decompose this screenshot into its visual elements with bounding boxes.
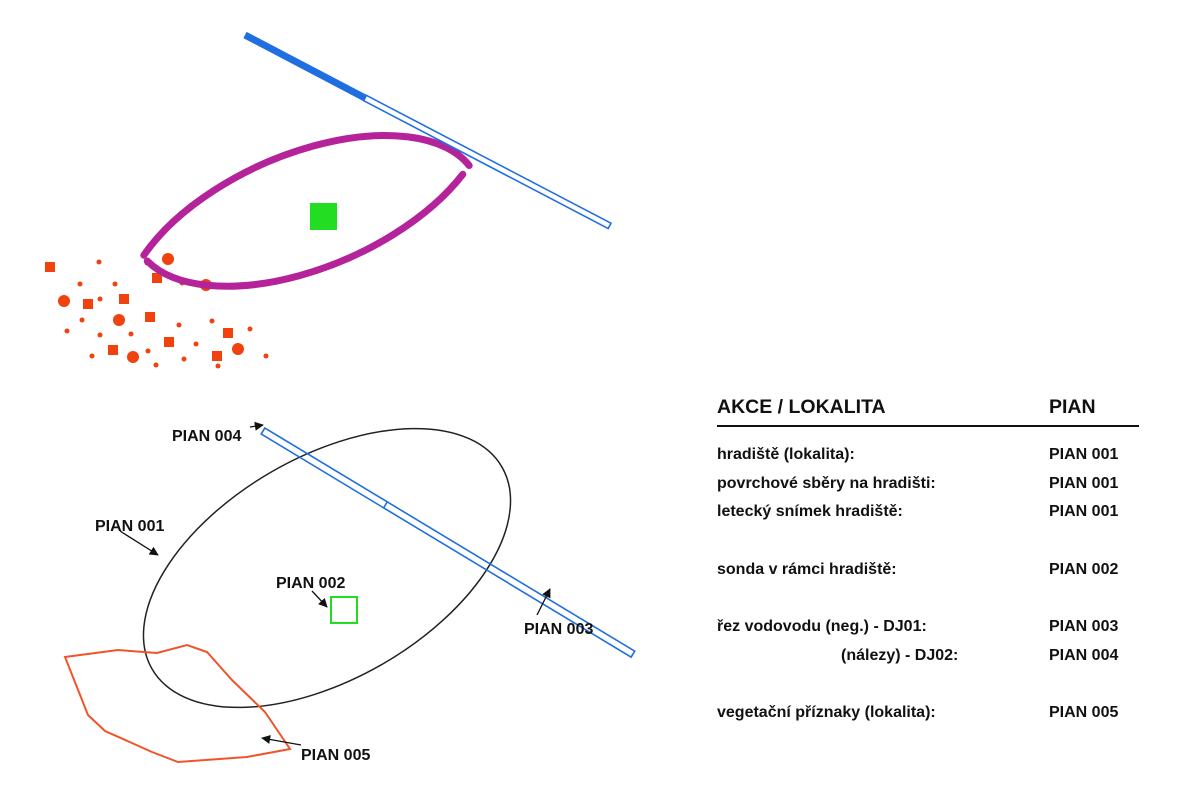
- fortress-arc-main: [140, 132, 473, 259]
- arrow-pian-002: [311, 590, 328, 608]
- legend-row: povrchové sběry na hradišti: PIAN 001: [717, 470, 1139, 499]
- legend-row-pian: PIAN 002: [1049, 560, 1119, 578]
- legend-row: řez vodovodu (neg.) - DJ01: PIAN 003: [717, 613, 1139, 642]
- label-pian-004: PIAN 004: [172, 428, 241, 445]
- find-dot: [89, 353, 95, 359]
- fortress-arc-lower: [143, 170, 467, 290]
- fortress-outline: [140, 132, 473, 290]
- arrow-pian-001: [119, 530, 159, 556]
- find-dot: [181, 356, 187, 362]
- find-dot: [96, 259, 102, 265]
- find-square: [119, 294, 129, 304]
- legend-row-pian: PIAN 003: [1049, 618, 1119, 635]
- trench-plan: [260, 426, 636, 659]
- find-dot: [64, 328, 70, 334]
- pian-002-square: [330, 596, 358, 624]
- find-square: [145, 312, 155, 322]
- surface-finds-scatter: [45, 253, 269, 369]
- pian-005-polygon: [63, 643, 292, 764]
- legend-row: hradiště (lokalita): PIAN 001: [717, 441, 1139, 470]
- arrow-pian-005: [261, 734, 302, 746]
- find-dot: [247, 326, 253, 332]
- legend-row: (nálezy) - DJ02: PIAN 004: [717, 642, 1139, 671]
- label-pian-005: PIAN 005: [301, 747, 370, 764]
- legend-header: AKCE / LOKALITA PIAN: [717, 396, 1139, 427]
- legend-row-pian: PIAN 004: [1049, 646, 1119, 664]
- legend-row-action: povrchové sběry na hradišti:: [717, 474, 936, 492]
- legend-row: vegetační příznaky (lokalita): PIAN 005: [717, 699, 1139, 728]
- label-pian-002: PIAN 002: [276, 575, 345, 592]
- find-square: [108, 345, 118, 355]
- trench-outline: [362, 94, 613, 230]
- find-dot: [77, 281, 83, 287]
- find-dot: [176, 322, 182, 328]
- find-dot: [97, 332, 103, 338]
- legend-header-action: AKCE / LOKALITA: [717, 396, 886, 418]
- find-dot: [79, 317, 85, 323]
- find-square: [223, 328, 233, 338]
- legend-row: sonda v rámci hradiště: PIAN 002: [717, 556, 1139, 585]
- legend-rows: hradiště (lokalita): PIAN 001 povrchové …: [717, 441, 1139, 728]
- find-dot: [112, 281, 118, 287]
- pian-001-ellipse: [142, 427, 512, 709]
- find-dot: [145, 348, 151, 354]
- arrow-pian-004: [249, 421, 264, 431]
- find-square: [152, 273, 162, 283]
- trench-outline-section: [362, 94, 613, 230]
- legend-table: AKCE / LOKALITA PIAN hradiště (lokalita)…: [717, 396, 1139, 728]
- find-dot: [232, 343, 244, 355]
- find-dot: [153, 362, 159, 368]
- legend-row: letecký snímek hradiště: PIAN 001: [717, 498, 1139, 527]
- legend-header-pian: PIAN: [1049, 396, 1096, 418]
- top-map: [45, 31, 613, 369]
- legend-row-pian: PIAN 001: [1049, 474, 1119, 492]
- find-dot: [97, 296, 103, 302]
- find-square: [45, 262, 55, 272]
- label-pian-001: PIAN 001: [95, 518, 164, 535]
- trench-solid-section: [243, 31, 367, 102]
- find-square: [212, 351, 222, 361]
- legend-row-action: vegetační příznaky (lokalita):: [717, 704, 936, 721]
- find-dot: [215, 363, 221, 369]
- arrow-pian-003: [536, 588, 551, 616]
- find-dot: [58, 295, 70, 307]
- legend-row-pian: PIAN 005: [1049, 704, 1119, 721]
- find-dot: [193, 341, 199, 347]
- find-dot: [127, 351, 139, 363]
- find-dot: [113, 314, 125, 326]
- find-dot: [162, 253, 174, 265]
- label-pian-003: PIAN 003: [524, 621, 593, 638]
- find-dot: [128, 331, 134, 337]
- find-square: [83, 299, 93, 309]
- bottom-map: PIAN 004 PIAN 001 PIAN 002 PIAN 003 PIAN…: [63, 421, 636, 764]
- find-dot: [263, 353, 269, 359]
- trench-plan-divider: [382, 501, 388, 509]
- legend-row-pian: PIAN 001: [1049, 446, 1119, 463]
- legend-row-action: hradiště (lokalita):: [717, 446, 855, 463]
- legend-row-action: sonda v rámci hradiště:: [717, 560, 897, 578]
- probe-square: [310, 203, 337, 230]
- legend-row-action: letecký snímek hradiště:: [717, 503, 903, 520]
- find-square: [164, 337, 174, 347]
- find-dot: [209, 318, 215, 324]
- trench-plan-outline: [260, 426, 636, 659]
- legend-row-action: řez vodovodu (neg.) - DJ01:: [717, 618, 927, 635]
- legend-row-action: (nálezy) - DJ02:: [841, 646, 959, 664]
- legend-row-pian: PIAN 001: [1049, 503, 1119, 520]
